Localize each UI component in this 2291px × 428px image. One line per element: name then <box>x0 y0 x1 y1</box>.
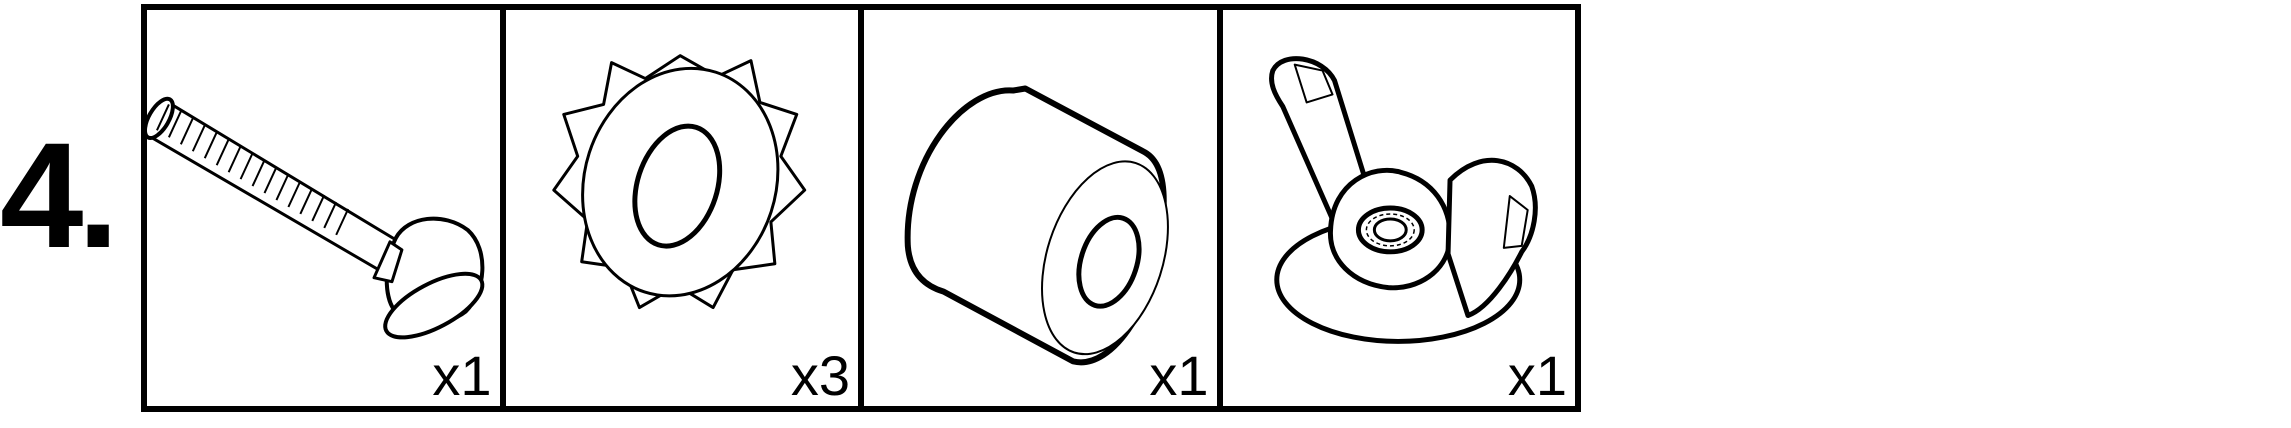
star-lock-washer-icon <box>551 54 806 310</box>
part-cell-bolt: x1 <box>147 10 506 406</box>
quantity-label: x1 <box>432 344 492 407</box>
quantity-label: x1 <box>1507 344 1567 407</box>
step-number: 4. <box>0 111 119 279</box>
parts-strip: x1 x3 x1 <box>141 4 1581 412</box>
cylindrical-spacer-icon <box>904 85 1169 366</box>
part-cell-spacer: x1 <box>864 10 1223 406</box>
quantity-label: x1 <box>1149 344 1209 407</box>
carriage-bolt-icon <box>147 96 485 340</box>
part-cell-wing-nut: x1 <box>1223 10 1576 406</box>
wing-nut-icon <box>1268 56 1538 344</box>
part-cell-washer: x3 <box>506 10 864 407</box>
quantity-label: x3 <box>790 344 850 407</box>
